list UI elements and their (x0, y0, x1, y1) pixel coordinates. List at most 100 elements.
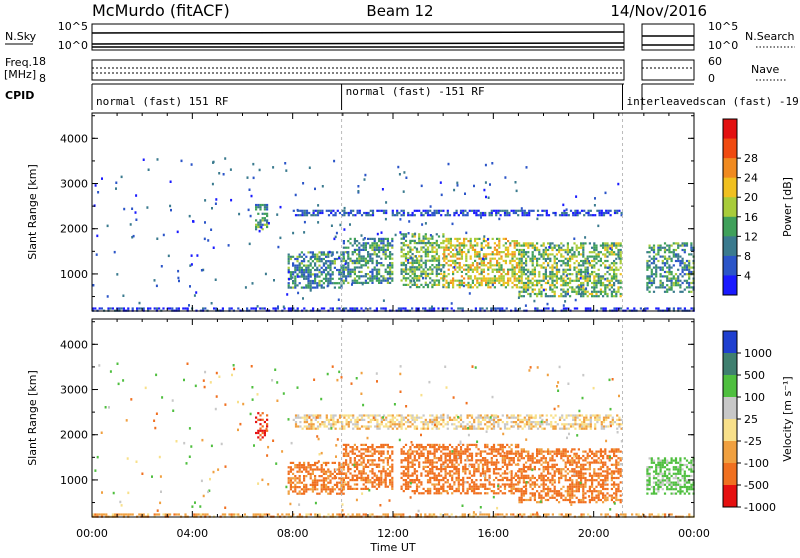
heatmap-cell (481, 277, 483, 279)
heatmap-cell (467, 286, 469, 288)
heatmap-cell (523, 289, 525, 291)
heatmap-cell (606, 286, 608, 288)
heatmap-cell (340, 466, 342, 468)
heatmap-cell (518, 453, 520, 455)
heatmap-cell (497, 450, 499, 452)
heatmap-cell (551, 249, 553, 251)
heatmap-cell (675, 273, 677, 275)
heatmap-cell (323, 278, 325, 280)
heatmap-cell (458, 444, 460, 446)
heatmap-cell (518, 297, 520, 300)
heatmap-cell (571, 256, 573, 258)
heatmap-cell (565, 497, 567, 499)
heatmap-cell (604, 249, 606, 251)
heatmap-cell (620, 295, 622, 297)
heatmap-cell (360, 457, 362, 459)
heatmap-cell (484, 444, 486, 446)
heatmap-cell (538, 282, 540, 284)
heatmap-cell (662, 247, 664, 249)
heatmap-cell (423, 492, 425, 494)
heatmap-cell (536, 293, 538, 295)
heatmap-cell (332, 462, 334, 464)
heatmap-cell (438, 268, 440, 270)
heatmap-cell (456, 470, 458, 472)
heatmap-cell (259, 428, 261, 430)
heatmap-cell (493, 444, 495, 446)
heatmap-cell (482, 212, 484, 214)
heatmap-cell (651, 275, 653, 277)
heatmap-cell (460, 210, 462, 212)
heatmap-cell (562, 282, 564, 284)
heatmap-cell (558, 245, 560, 247)
heatmap-cell (349, 486, 351, 488)
heatmap-cell (412, 459, 414, 461)
heatmap-cell (615, 490, 617, 492)
heatmap-cell (327, 280, 329, 282)
heatmap-cell (112, 307, 114, 309)
heatmap-cell (292, 276, 294, 279)
heatmap-cell (572, 214, 574, 216)
heatmap-cell (467, 492, 469, 494)
heatmap-cell (452, 271, 454, 273)
heatmap-cell (413, 279, 415, 282)
heatmap-cell (504, 446, 506, 448)
heatmap-cell (380, 459, 382, 461)
heatmap-cell (551, 451, 553, 453)
heatmap-cell (578, 470, 580, 472)
heatmap-cell (547, 303, 549, 306)
heatmap-cell (666, 278, 668, 280)
heatmap-cell (334, 260, 336, 262)
heatmap-cell (602, 484, 604, 486)
heatmap-cell (407, 461, 409, 463)
heatmap-cell (611, 291, 613, 293)
heatmap-cell (369, 481, 371, 483)
heatmap-cell (482, 457, 484, 459)
heatmap-cell (480, 216, 482, 219)
heatmap-cell (378, 486, 380, 488)
heatmap-cell (538, 289, 540, 291)
heatmap-cell (321, 464, 323, 466)
heatmap-cell (391, 258, 393, 260)
heatmap-cell (323, 477, 325, 479)
heatmap-cell (323, 484, 325, 486)
heatmap-cell (294, 490, 296, 492)
heatmap-cell (288, 278, 290, 281)
heatmap-cell (161, 265, 163, 268)
heatmap-cell (505, 260, 507, 262)
heatmap-cell (382, 481, 384, 483)
heatmap-cell (456, 271, 458, 273)
heatmap-cell (567, 247, 569, 249)
heatmap-cell (423, 271, 425, 273)
heatmap-cell (615, 459, 617, 461)
heatmap-cell (556, 286, 558, 288)
heatmap-cell (552, 212, 554, 214)
heatmap-cell (527, 293, 529, 295)
heatmap-cell (686, 242, 688, 244)
heatmap-cell (565, 479, 567, 481)
heatmap-cell (684, 264, 686, 266)
heatmap-cell (470, 284, 472, 286)
heatmap-cell (352, 307, 354, 309)
heatmap-cell (554, 245, 556, 247)
heatmap-cell (547, 264, 549, 266)
heatmap-cell (662, 473, 664, 475)
heatmap-cell (383, 299, 385, 302)
heatmap-cell (489, 280, 491, 282)
heatmap-cell (464, 214, 466, 216)
heatmap-cell (482, 214, 484, 216)
heatmap-cell (521, 497, 523, 499)
heatmap-cell (280, 206, 282, 209)
heatmap-cell (529, 242, 531, 244)
heatmap-cell (312, 260, 314, 262)
heatmap-cell (438, 264, 440, 266)
heatmap-cell (403, 453, 405, 455)
heatmap-cell (503, 260, 505, 262)
heatmap-cell (567, 490, 569, 492)
heatmap-cell (407, 214, 409, 216)
heatmap-cell (401, 262, 403, 264)
heatmap-cell (470, 240, 472, 242)
heatmap-cell (123, 307, 125, 309)
heatmap-cell (485, 258, 487, 260)
heatmap-cell (481, 280, 483, 282)
heatmap-cell (427, 450, 429, 452)
